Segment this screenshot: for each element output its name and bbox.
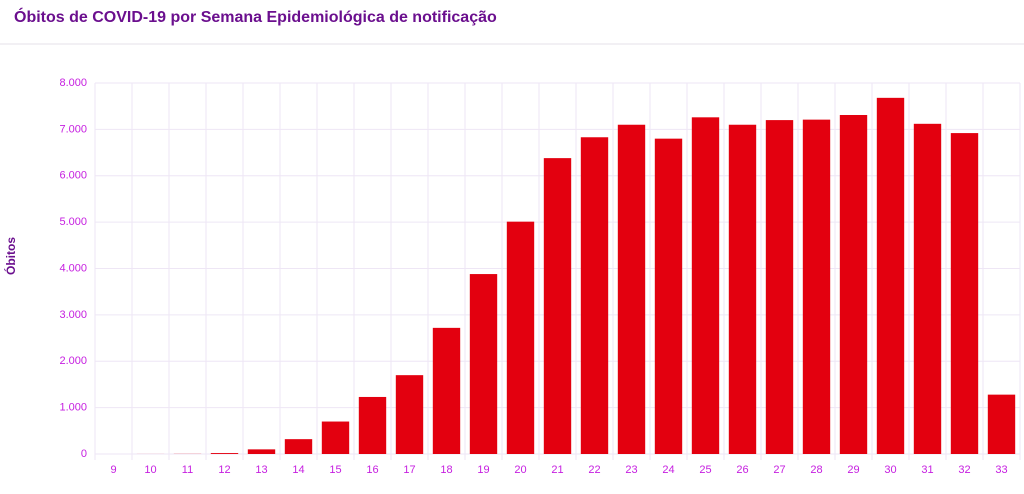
x-tick-label: 31	[921, 464, 933, 476]
bar	[803, 120, 830, 454]
y-tick-label: 3.000	[59, 309, 87, 321]
x-tick-label: 28	[810, 464, 822, 476]
x-tick-label: 19	[477, 464, 489, 476]
chart-title: Óbitos de COVID-19 por Semana Epidemioló…	[14, 7, 497, 26]
bar	[618, 125, 645, 454]
y-tick-label: 2.000	[59, 355, 87, 367]
x-tick-label: 30	[884, 464, 896, 476]
bar	[877, 98, 904, 454]
bar	[766, 120, 793, 454]
bar	[692, 117, 719, 454]
x-tick-label: 23	[625, 464, 637, 476]
bar	[433, 328, 460, 454]
bar	[470, 274, 497, 454]
x-tick-label: 25	[699, 464, 711, 476]
bar	[248, 449, 275, 454]
bar	[581, 137, 608, 454]
y-tick-label: 1.000	[59, 402, 87, 414]
y-tick-label: 5.000	[59, 216, 87, 228]
bar	[655, 139, 682, 454]
y-tick-label: 8.000	[59, 77, 87, 89]
y-tick-label: 6.000	[59, 170, 87, 182]
x-tick-label: 20	[514, 464, 526, 476]
bar	[396, 375, 423, 454]
y-tick-label: 4.000	[59, 262, 87, 274]
x-tick-label: 9	[110, 464, 116, 476]
x-tick-label: 14	[292, 464, 304, 476]
bar	[544, 158, 571, 454]
x-tick-label: 12	[218, 464, 230, 476]
bar	[359, 397, 386, 454]
x-tick-label: 18	[440, 464, 452, 476]
bar	[211, 453, 238, 454]
x-tick-label: 33	[995, 464, 1007, 476]
x-tick-label: 22	[588, 464, 600, 476]
bar	[914, 124, 941, 454]
x-tick-label: 26	[736, 464, 748, 476]
x-tick-label: 27	[773, 464, 785, 476]
x-tick-label: 17	[403, 464, 415, 476]
bar	[322, 422, 349, 454]
x-tick-label: 24	[662, 464, 674, 476]
x-tick-label: 21	[551, 464, 563, 476]
y-tick-label: 0	[81, 448, 87, 460]
bar	[507, 222, 534, 454]
bar	[988, 395, 1015, 454]
bar	[285, 439, 312, 454]
bar	[840, 115, 867, 454]
x-tick-label: 16	[366, 464, 378, 476]
bar	[951, 133, 978, 454]
y-tick-label: 7.000	[59, 123, 87, 135]
x-tick-label: 11	[182, 464, 193, 476]
x-tick-label: 32	[958, 464, 970, 476]
x-tick-label: 10	[144, 464, 156, 476]
x-tick-label: 29	[847, 464, 859, 476]
x-tick-label: 13	[255, 464, 267, 476]
y-axis-label: Óbitos	[3, 237, 18, 275]
bar	[729, 125, 756, 454]
x-tick-label: 15	[329, 464, 341, 476]
